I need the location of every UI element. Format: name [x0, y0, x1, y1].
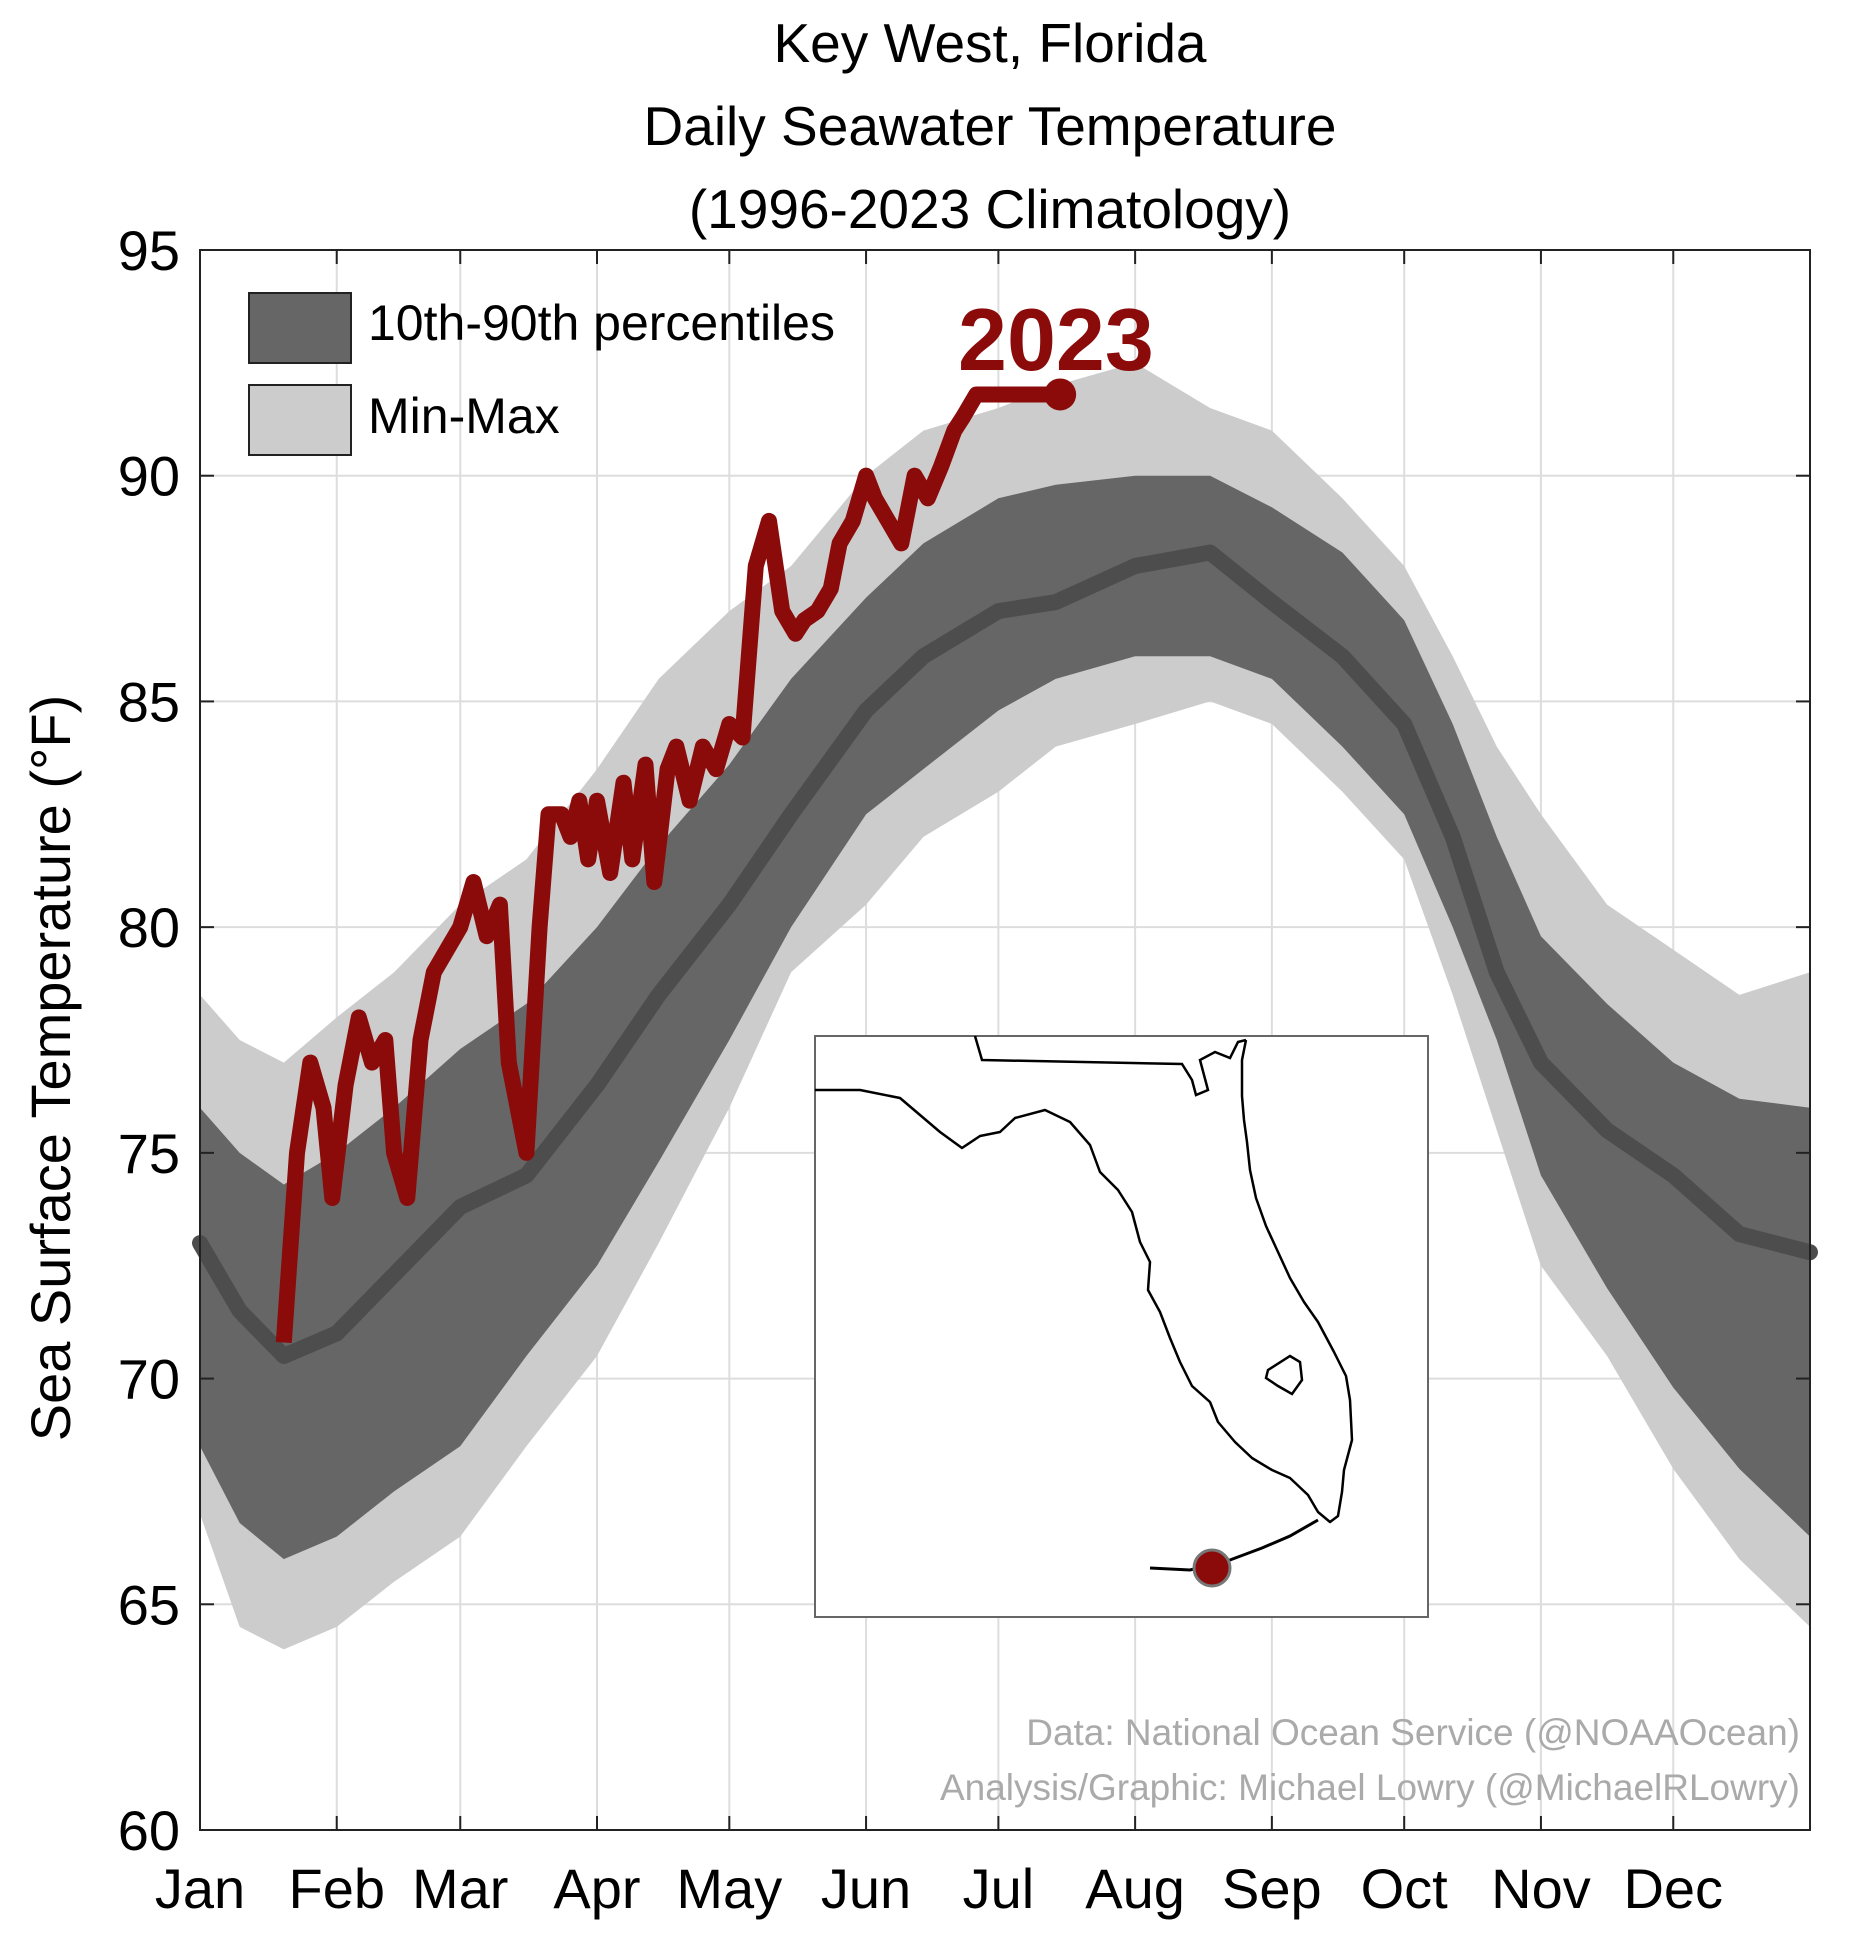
plot-frame [199, 249, 1811, 1831]
y-tick-label: 60 [118, 1799, 180, 1862]
x-tick-label: May [676, 1857, 782, 1920]
legend-swatch-minmax [248, 384, 352, 456]
credit-data: Data: National Ocean Service (@NOAAOcean… [1026, 1712, 1800, 1753]
x-tick-label: Apr [553, 1857, 640, 1920]
legend-label-minmax: Min-Max [368, 388, 560, 444]
y-tick-label: 95 [118, 219, 180, 282]
key-west-marker [1192, 1548, 1232, 1588]
legend-label-p1090: 10th-90th percentiles [368, 295, 835, 351]
state-border [973, 1035, 1247, 1097]
x-tick-label: Jun [821, 1857, 911, 1920]
series-lines [192, 378, 1818, 1364]
x-tick-label: Feb [288, 1857, 385, 1920]
x-tick-label: Mar [412, 1857, 508, 1920]
y-tick-label: 75 [118, 1122, 180, 1185]
inset-map-frame [814, 1035, 1429, 1618]
credit-analysis: Analysis/Graphic: Michael Lowry (@Michae… [940, 1767, 1800, 1808]
median-line [192, 544, 1818, 1364]
chart-title-line-1: Key West, Florida [773, 12, 1206, 74]
y-tick-label: 80 [118, 896, 180, 959]
x-tick-label: Jan [155, 1857, 245, 1920]
x-tick-label: Dec [1623, 1857, 1723, 1920]
florida-keys [1149, 1518, 1319, 1572]
y-tick-label: 90 [118, 445, 180, 508]
chart-title-line-2: Daily Seawater Temperature [644, 95, 1337, 157]
ticks: 60 65 70 75 80 85 90 95 Jan Feb Mar Apr May Jun Jul Aug… [118, 219, 1810, 1920]
legend-swatch-p1090 [248, 292, 352, 364]
y-tick-label: 70 [118, 1348, 180, 1411]
x-tick-label: Oct [1361, 1857, 1449, 1920]
chart-title-line-3: (1996-2023 Climatology) [689, 178, 1291, 240]
year-label: 2023 [958, 290, 1154, 389]
series-endpoint-2023 [1044, 378, 1077, 411]
y-axis-label: Sea Surface Temperature (°F) [19, 695, 82, 1442]
legend: 10th-90th percentiles Min-Max [248, 292, 835, 456]
x-tick-label: Nov [1491, 1857, 1591, 1920]
series-line-2023 [275, 386, 1061, 1344]
x-tick-label: Aug [1085, 1857, 1185, 1920]
y-tick-label: 85 [118, 670, 180, 733]
x-tick-label: Jul [963, 1857, 1035, 1920]
y-tick-label: 65 [118, 1573, 180, 1636]
x-tick-label: Sep [1222, 1857, 1322, 1920]
lake-okeechobee [1264, 1354, 1304, 1396]
inset-map [814, 1035, 1429, 1618]
florida-outline [815, 1039, 1354, 1524]
